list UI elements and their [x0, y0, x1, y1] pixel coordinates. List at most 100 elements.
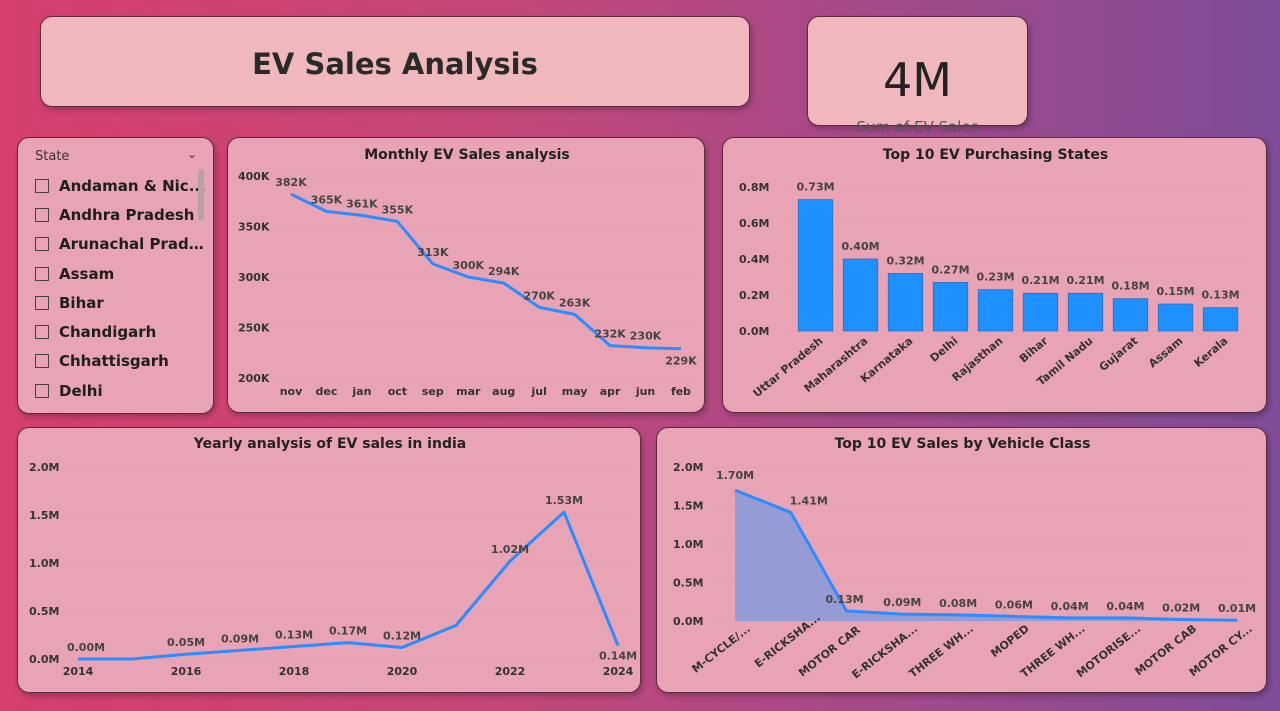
x-tick-label: Bihar — [1017, 334, 1051, 365]
slicer-checkbox[interactable] — [35, 383, 49, 398]
chart-title: Yearly analysis of EV sales in india — [193, 436, 466, 452]
x-tick-label: jan — [351, 385, 371, 398]
chart-title: Top 10 EV Sales by Vehicle Class — [835, 436, 1091, 452]
top-states-chart[interactable]: Top 10 EV Purchasing States 0.0M 0.2M 0.4M 0… — [722, 137, 1267, 413]
y-tick-label: 250K — [238, 322, 270, 335]
y-tick-label: 0.6M — [739, 217, 769, 230]
yearly-sales-chart[interactable]: Yearly analysis of EV sales in india 0.0M… — [17, 427, 641, 693]
y-tick-label: 0.8M — [739, 181, 769, 194]
y-tick-label: 0.0M — [739, 325, 769, 338]
y-tick-label: 400K — [238, 170, 270, 183]
slicer-checkbox[interactable] — [35, 354, 49, 369]
data-label: 1.02M — [491, 543, 529, 556]
slicer-item[interactable]: Delhi — [35, 376, 207, 405]
data-label: 361K — [346, 197, 378, 210]
x-tick-label: Assam — [1146, 334, 1185, 370]
slicer-item[interactable]: Andhra Pradesh — [35, 200, 207, 229]
slicer-item-label: Assam — [59, 264, 115, 283]
data-label: 0.18M — [1111, 280, 1149, 293]
slicer-item-label: Chandigarh — [59, 323, 157, 342]
data-label: 0.21M — [1066, 274, 1104, 287]
data-label: 300K — [453, 259, 485, 272]
data-label: 294K — [488, 265, 520, 278]
x-tick-label: feb — [671, 385, 691, 398]
series-line — [734, 488, 1238, 622]
y-tick-label: 0.5M — [673, 577, 703, 590]
data-label: 0.40M — [841, 240, 879, 253]
slicer-checkbox[interactable] — [35, 178, 49, 193]
vehicle-class-chart[interactable]: Top 10 EV Sales by Vehicle Class 0.0M 0.5M… — [656, 427, 1267, 693]
slicer-scrollbar[interactable] — [198, 169, 204, 221]
x-tick-label: 2020 — [387, 665, 418, 678]
bar — [1157, 303, 1194, 332]
data-label: 1.41M — [790, 494, 828, 507]
data-label: 0.73M — [796, 181, 834, 194]
slicer-item-label: Andhra Pradesh — [59, 205, 195, 224]
kpi-card[interactable]: 4M Sum of EV Sales — [807, 16, 1028, 136]
yearly-chart-svg: Yearly analysis of EV sales in india 0.0M… — [29, 436, 637, 678]
x-tick-label: sep — [422, 385, 444, 398]
y-tick-label: 0.0M — [29, 653, 59, 666]
data-label: 0.32M — [886, 254, 924, 267]
monthly-sales-chart[interactable]: Monthly EV Sales analysis 200K 250K 300K 350… — [227, 137, 705, 413]
data-label: 0.17M — [329, 625, 367, 638]
slicer-checkbox[interactable] — [35, 266, 49, 281]
y-tick-label: 1.0M — [673, 538, 703, 551]
slicer-checkbox[interactable] — [35, 237, 49, 252]
data-label: 0.01M — [1218, 602, 1256, 615]
x-tick-label: M-CYCLE/... — [689, 622, 752, 676]
bar — [1022, 292, 1059, 332]
data-label: 270K — [523, 289, 555, 302]
x-tick-label: Delhi — [928, 334, 961, 365]
slicer-item-label: Andaman & Nic... — [59, 176, 206, 195]
slicer-checkbox[interactable] — [35, 295, 49, 310]
monthly-chart-svg: Monthly EV Sales analysis 200K 250K 300K 350… — [238, 147, 697, 398]
chevron-down-icon[interactable]: ⌄ — [186, 147, 197, 161]
x-tick-label: 2016 — [171, 665, 202, 678]
slicer-item[interactable]: Andaman & Nic... — [35, 171, 207, 200]
series-line — [290, 192, 682, 351]
chart-title: Top 10 EV Purchasing States — [883, 147, 1108, 163]
slicer-item[interactable]: Assam — [35, 259, 207, 288]
slicer-item[interactable]: Chhattisgarh — [35, 347, 207, 376]
bar — [1202, 307, 1239, 332]
slicer-item[interactable]: Chandigarh — [35, 317, 207, 346]
data-label: 382K — [275, 176, 307, 189]
slicer-item-label: Bihar — [59, 293, 104, 312]
y-tick-label: 0.0M — [673, 615, 703, 628]
title-card: EV Sales Analysis — [40, 16, 750, 107]
y-tick-label: 200K — [238, 372, 270, 385]
y-tick-label: 1.5M — [29, 509, 59, 522]
slicer-item[interactable]: Arunachal Pradesh — [35, 230, 207, 259]
y-tick-label: 2.0M — [673, 461, 703, 474]
bar — [887, 273, 924, 332]
x-tick-label: jun — [635, 385, 655, 398]
y-tick-label: 1.5M — [673, 500, 703, 513]
data-label: 0.06M — [995, 598, 1033, 611]
data-label: 0.04M — [1106, 600, 1144, 613]
data-label: 0.13M — [826, 593, 864, 606]
slicer-checkbox[interactable] — [35, 325, 49, 340]
slicer-item[interactable]: Bihar — [35, 288, 207, 317]
x-tick-label: may — [562, 385, 588, 398]
slicer-item-label: Arunachal Pradesh — [59, 235, 207, 254]
data-label: 1.70M — [716, 469, 754, 482]
vclass-chart-svg: Top 10 EV Sales by Vehicle Class 0.0M 0.5M… — [673, 436, 1256, 681]
data-label: 0.05M — [167, 636, 205, 649]
x-tick-label: apr — [600, 385, 621, 398]
bar — [842, 258, 879, 332]
y-tick-label: 1.0M — [29, 557, 59, 570]
data-label: 232K — [594, 328, 626, 341]
x-tick-label: 2024 — [603, 665, 634, 678]
series-line — [78, 510, 620, 661]
bar — [977, 289, 1014, 332]
data-label: 0.09M — [883, 596, 921, 609]
data-label: 1.53M — [545, 494, 583, 507]
state-slicer[interactable]: State ⌄ Andaman & Nic... Andhra Pradesh Ar… — [17, 137, 214, 414]
x-tick-label: dec — [316, 385, 338, 398]
slicer-checkbox[interactable] — [35, 207, 49, 222]
y-tick-label: 300K — [238, 271, 270, 284]
data-label: 0.23M — [976, 271, 1014, 284]
data-label: 0.08M — [939, 597, 977, 610]
page-title: EV Sales Analysis — [252, 47, 538, 81]
